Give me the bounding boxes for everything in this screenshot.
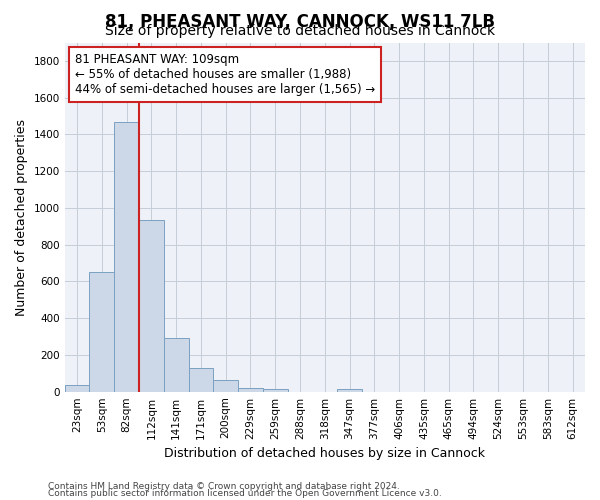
Y-axis label: Number of detached properties: Number of detached properties	[15, 118, 28, 316]
Bar	[65, 384, 89, 392]
Bar	[214, 380, 238, 392]
Text: 81 PHEASANT WAY: 109sqm
← 55% of detached houses are smaller (1,988)
44% of semi: 81 PHEASANT WAY: 109sqm ← 55% of detache…	[75, 53, 376, 96]
X-axis label: Distribution of detached houses by size in Cannock: Distribution of detached houses by size …	[164, 447, 485, 460]
Bar	[89, 272, 114, 392]
Bar	[164, 338, 188, 392]
Bar	[114, 122, 139, 392]
Text: Contains HM Land Registry data © Crown copyright and database right 2024.: Contains HM Land Registry data © Crown c…	[48, 482, 400, 491]
Bar	[238, 388, 263, 392]
Text: 81, PHEASANT WAY, CANNOCK, WS11 7LB: 81, PHEASANT WAY, CANNOCK, WS11 7LB	[105, 12, 495, 30]
Bar	[139, 220, 164, 392]
Text: Contains public sector information licensed under the Open Government Licence v3: Contains public sector information licen…	[48, 489, 442, 498]
Bar	[263, 389, 287, 392]
Bar	[188, 368, 214, 392]
Bar	[337, 389, 362, 392]
Text: Size of property relative to detached houses in Cannock: Size of property relative to detached ho…	[105, 24, 495, 38]
